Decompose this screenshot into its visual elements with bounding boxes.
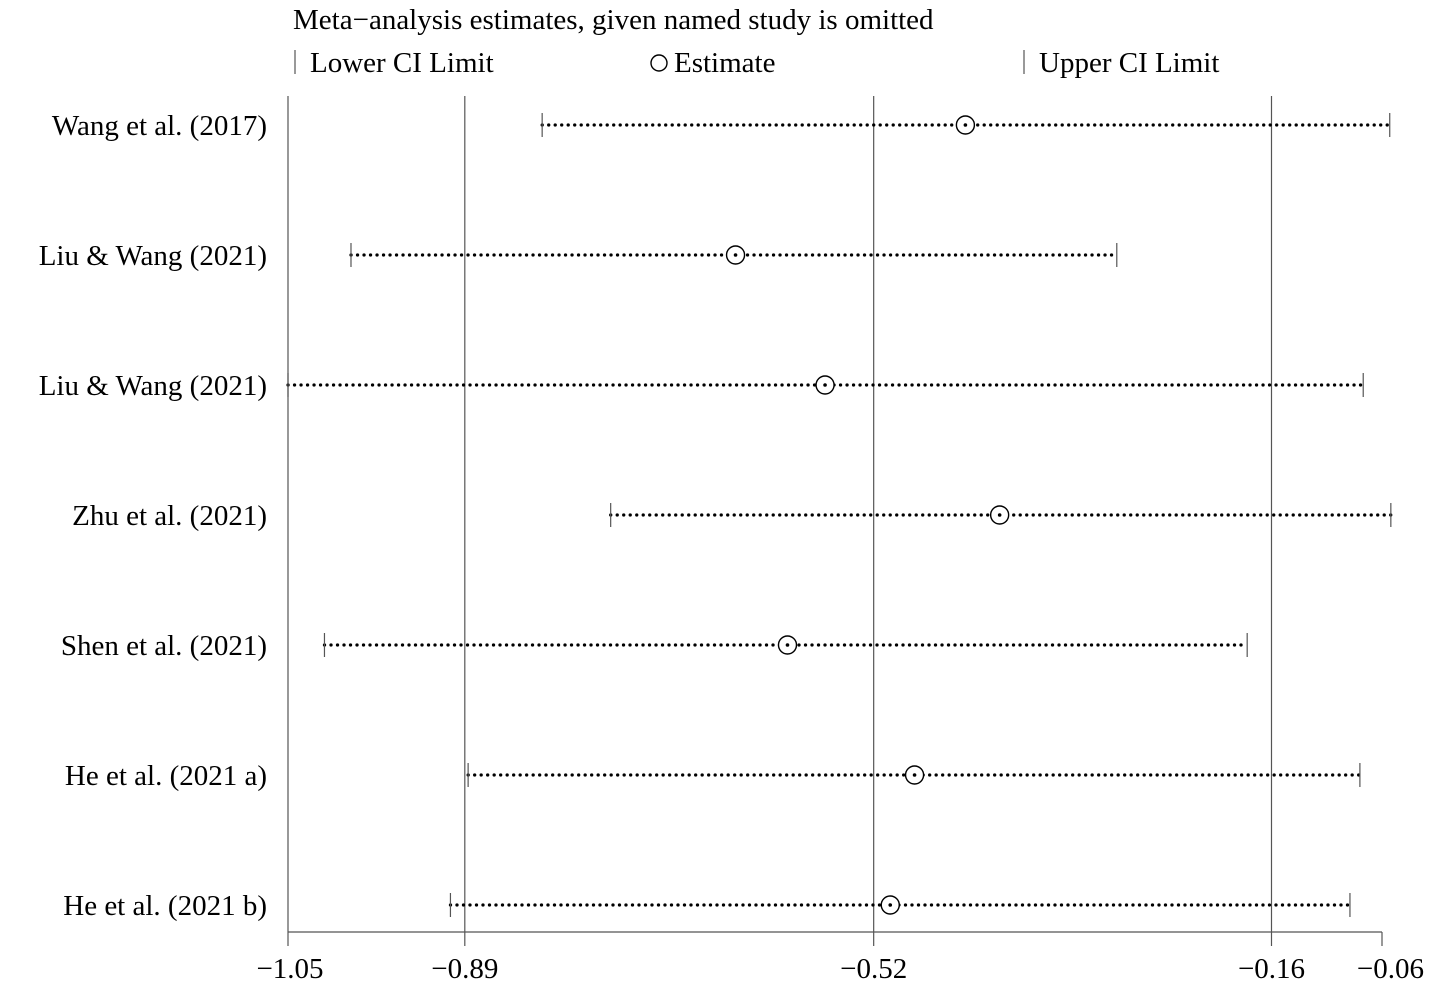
study-row: He et al. (2021 a) bbox=[65, 760, 1362, 792]
estimate-center-dot bbox=[733, 253, 738, 257]
x-tick-label: −0.89 bbox=[431, 953, 498, 985]
x-tick-label: −1.05 bbox=[256, 953, 323, 985]
estimate-center-dot bbox=[912, 773, 917, 777]
legend-estimate-label: Estimate bbox=[674, 47, 775, 79]
study-row: He et al. (2021 b) bbox=[63, 890, 1352, 922]
study-row: Liu & Wang (2021) bbox=[39, 240, 1119, 272]
study-row: Zhu et al. (2021) bbox=[72, 500, 1393, 532]
study-label: Liu & Wang (2021) bbox=[39, 240, 267, 272]
legend: Lower CI Limit Estimate Upper CI Limit bbox=[294, 47, 1219, 79]
estimate-center-dot bbox=[888, 903, 893, 907]
estimate-center-dot bbox=[997, 513, 1002, 517]
study-row: Liu & Wang (2021) bbox=[39, 370, 1365, 402]
x-tick-label: −0.52 bbox=[840, 953, 907, 985]
x-tick-label: −0.16 bbox=[1238, 953, 1305, 985]
study-row: Shen et al. (2021) bbox=[61, 630, 1249, 662]
study-row: Wang et al. (2017) bbox=[52, 110, 1392, 142]
study-label: He et al. (2021 b) bbox=[63, 890, 267, 922]
study-label: Liu & Wang (2021) bbox=[39, 370, 267, 402]
study-label: Wang et al. (2017) bbox=[52, 110, 267, 142]
estimate-center-dot bbox=[785, 643, 790, 647]
chart-title: Meta−analysis estimates, given named stu… bbox=[293, 4, 934, 36]
study-rows: Wang et al. (2017) Liu & Wang (2021) Liu &… bbox=[39, 110, 1393, 922]
study-label: Shen et al. (2021) bbox=[61, 630, 267, 662]
x-axis-ticks: −1.05 −0.89 −0.52 −0.16 −0.06 bbox=[256, 932, 1424, 985]
estimate-center-dot bbox=[823, 383, 827, 387]
study-label: He et al. (2021 a) bbox=[65, 760, 267, 792]
study-label: Zhu et al. (2021) bbox=[72, 500, 267, 532]
axes bbox=[287, 96, 1382, 933]
estimate-center-dot bbox=[963, 123, 968, 127]
legend-lower-ci-label: Lower CI Limit bbox=[310, 47, 494, 79]
x-tick-label: −0.06 bbox=[1357, 953, 1424, 985]
legend-upper-ci-label: Upper CI Limit bbox=[1039, 47, 1219, 79]
reference-lines bbox=[464, 96, 1273, 932]
legend-estimate-marker bbox=[650, 54, 668, 72]
